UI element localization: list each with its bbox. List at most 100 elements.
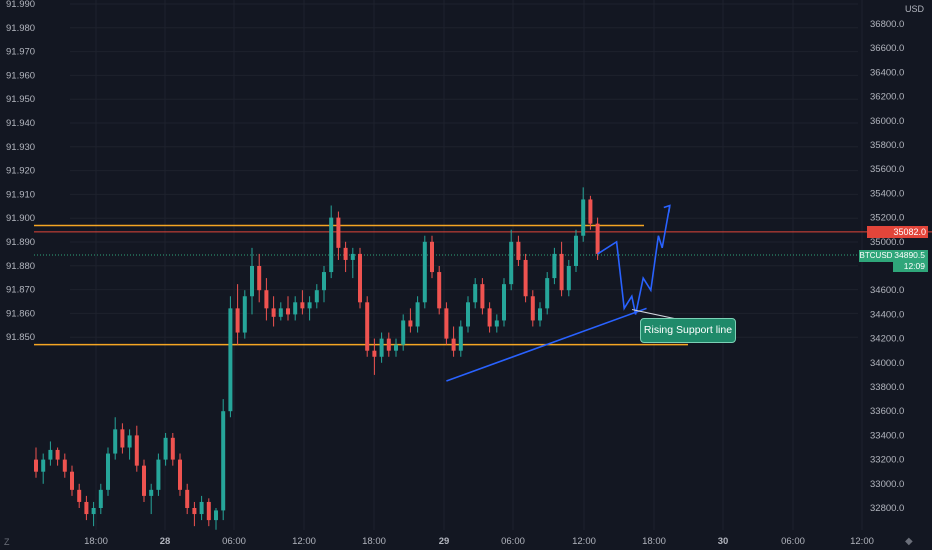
x-tick-label: 12:00	[850, 536, 874, 547]
right-tick-label: 33800.0	[870, 382, 904, 393]
candle-body	[574, 235, 578, 266]
candle-body	[70, 471, 74, 490]
candle-body	[178, 459, 182, 490]
candle-body	[156, 459, 161, 490]
candle-body	[242, 296, 247, 333]
x-tick-label: 12:00	[572, 536, 596, 547]
candle-body	[55, 449, 60, 460]
right-tick-label: 34000.0	[870, 358, 904, 369]
right-tick-label: 34600.0	[870, 285, 904, 296]
candle-body	[185, 489, 190, 508]
candle-body	[386, 338, 391, 351]
timezone-icon[interactable]: Z	[4, 537, 10, 547]
candle-body	[581, 199, 586, 236]
last-price-tag: 34890.5 12:09	[893, 250, 928, 272]
right-tick-label: 35400.0	[870, 188, 904, 199]
candle-body	[293, 302, 298, 315]
grid	[70, 0, 863, 530]
right-tick-label: 33600.0	[870, 406, 904, 417]
symbol-tag: BTCUSD	[859, 250, 893, 262]
left-tick-label: 91.850	[6, 332, 35, 343]
candle-body	[336, 217, 341, 248]
candle-body	[480, 284, 485, 309]
left-axis: 91.990 91.980 91.970 91.960 91.950 91.940 91.9…	[6, 0, 35, 343]
candle-body	[192, 508, 197, 515]
candle-body	[34, 459, 38, 472]
right-tick-label: 36800.0	[870, 19, 904, 30]
candle-body	[214, 510, 218, 521]
candle-body	[286, 308, 290, 315]
left-tick-label: 91.990	[6, 0, 35, 10]
left-tick-label: 91.870	[6, 285, 35, 296]
candle-body	[394, 344, 398, 351]
candle-body	[466, 302, 470, 327]
left-tick-label: 91.860	[6, 308, 35, 319]
candle-body	[401, 320, 406, 345]
x-tick-label: 18:00	[642, 536, 666, 547]
support-line-callout[interactable]: Rising Support line	[640, 318, 736, 343]
candle-body	[127, 435, 132, 448]
right-tick-label: 36000.0	[870, 116, 904, 127]
candle-body	[545, 278, 550, 309]
x-tick-label: 06:00	[501, 536, 525, 547]
right-tick-label: 36200.0	[870, 92, 904, 103]
candle-body	[113, 429, 118, 454]
right-tick-label: 35800.0	[870, 140, 904, 151]
candle-body	[523, 259, 528, 297]
candle-body	[271, 308, 276, 317]
candle-body	[235, 308, 240, 333]
candle-body	[77, 489, 82, 502]
right-tick-label: 33000.0	[870, 479, 904, 490]
candle-body	[372, 350, 377, 357]
candle-body	[48, 449, 53, 460]
x-tick-label: 30	[718, 536, 729, 547]
candle-body	[343, 247, 348, 260]
candle-body	[494, 320, 499, 327]
projection-arrow-head	[663, 204, 671, 213]
left-tick-label: 91.920	[6, 166, 35, 177]
candle-body	[358, 253, 362, 303]
right-tick-label: 36400.0	[870, 67, 904, 78]
right-tick-label: 35200.0	[870, 213, 904, 224]
candle-body	[120, 429, 125, 448]
left-tick-label: 91.950	[6, 94, 35, 105]
candle-body	[314, 290, 319, 303]
horizontal-levels[interactable]	[34, 224, 932, 346]
candle-body	[62, 459, 67, 472]
right-axis: 36800.0 36600.0 36400.0 36200.0 36000.0 35800…	[870, 19, 904, 514]
candle-body	[408, 320, 413, 327]
right-tick-label: 33400.0	[870, 430, 904, 441]
candle-body	[502, 284, 506, 321]
candle-body	[566, 266, 571, 291]
candle-body	[559, 253, 564, 291]
candle-body	[106, 453, 110, 490]
candle-body	[163, 437, 168, 460]
candle-body	[530, 296, 535, 321]
right-tick-label: 33200.0	[870, 455, 904, 466]
x-tick-label: 12:00	[292, 536, 316, 547]
candle-body	[98, 489, 103, 508]
price-line-tag: 35082.0	[867, 226, 928, 238]
left-tick-label: 91.980	[6, 23, 35, 34]
candles	[34, 187, 600, 530]
candle-body	[473, 284, 478, 303]
candle-body	[300, 302, 305, 309]
candle-body	[516, 241, 521, 260]
candle-body	[264, 290, 269, 309]
candle-body	[142, 465, 146, 496]
x-axis: 18:00 28 06:00 12:00 18:00 29 06:00 12:00 18:00 3…	[84, 536, 874, 547]
candle-body	[228, 308, 233, 412]
left-tick-label: 91.940	[6, 118, 35, 129]
projection-path	[597, 205, 671, 315]
x-tick-label: 29	[439, 536, 450, 547]
left-tick-label: 91.930	[6, 142, 35, 153]
right-tick-label: 35000.0	[870, 237, 904, 248]
candle-body	[41, 459, 46, 472]
candle-body	[206, 501, 211, 521]
left-tick-label: 91.880	[6, 261, 35, 272]
tradingview-logo-icon[interactable]: ◆	[905, 536, 913, 547]
left-tick-label: 91.970	[6, 47, 35, 58]
right-tick-label: 35600.0	[870, 164, 904, 175]
candle-body	[451, 338, 456, 351]
